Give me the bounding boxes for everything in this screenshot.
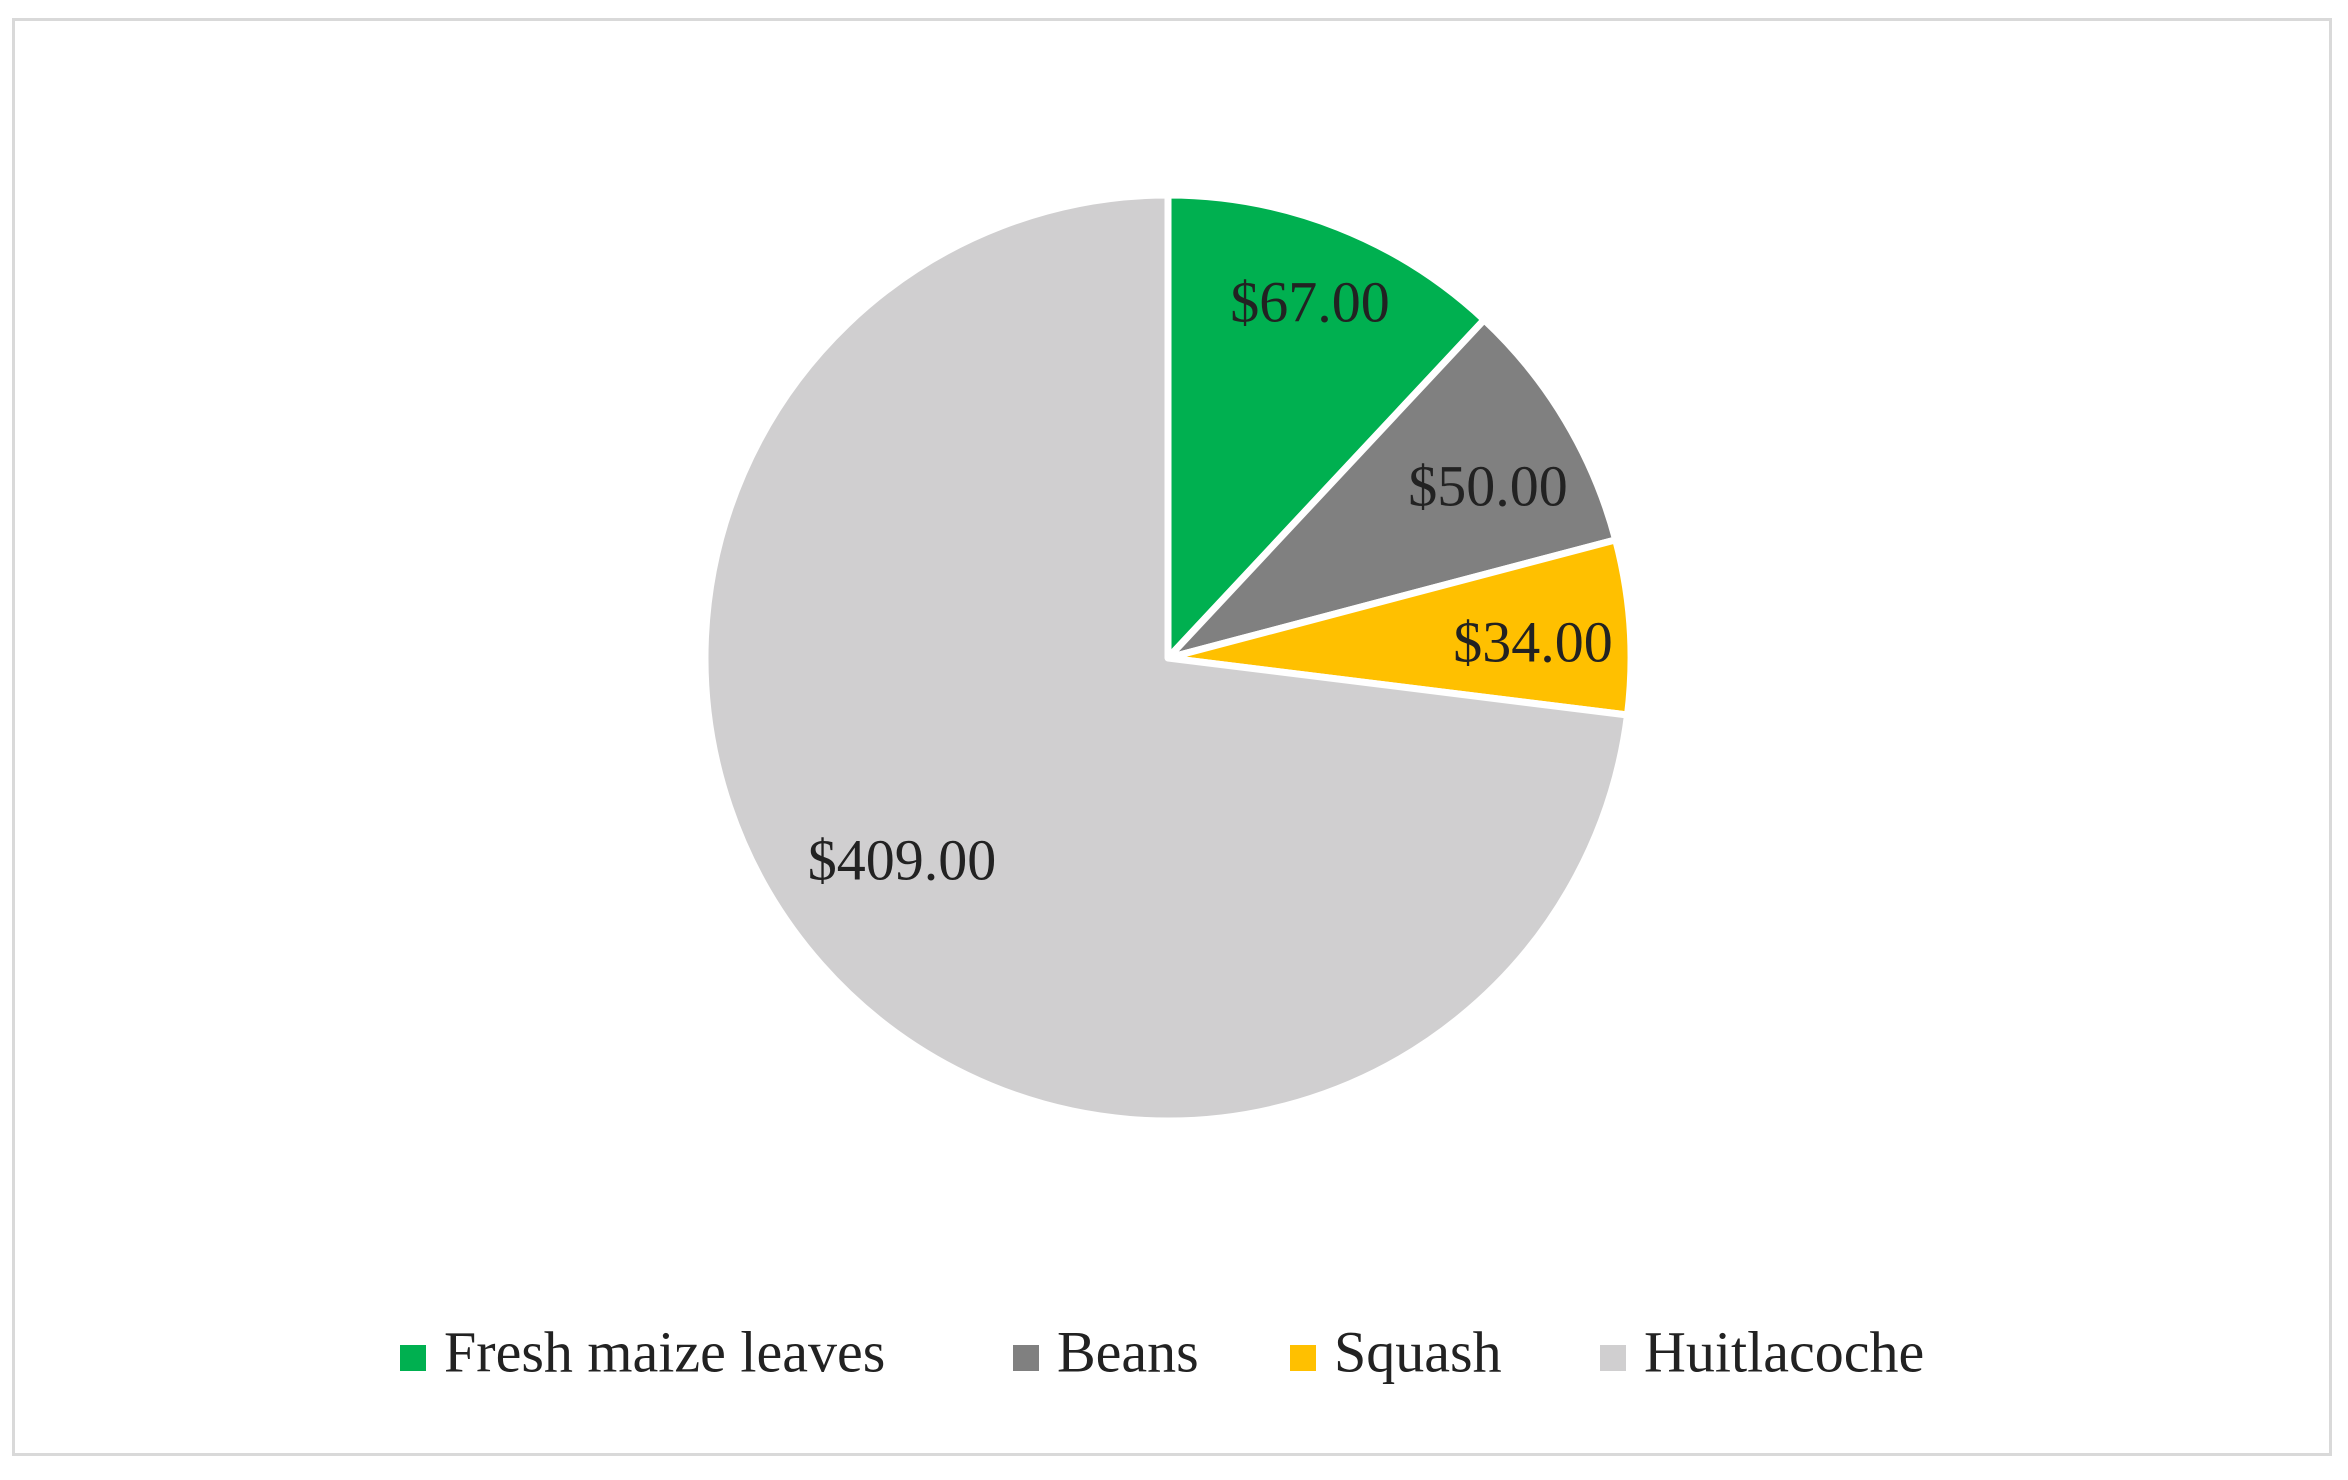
legend-label-squash: Squash bbox=[1334, 1319, 1502, 1384]
legend-swatch-huitlacoche bbox=[1600, 1345, 1626, 1371]
data-label-beans: $50.00 bbox=[1408, 453, 1568, 518]
legend-label-fresh-maize-leaves: Fresh maize leaves bbox=[444, 1319, 885, 1384]
legend: Fresh maize leaves Beans Squash Huitlacoche bbox=[400, 1319, 1924, 1384]
pie-slices bbox=[701, 191, 1635, 1125]
data-label-huitlacoche: $409.00 bbox=[808, 827, 997, 892]
pie-slice-fresh-maize-leaves bbox=[1164, 191, 1488, 662]
legend-item-squash: Squash bbox=[1290, 1319, 1502, 1384]
legend-label-beans: Beans bbox=[1057, 1319, 1199, 1384]
pie-data-labels: $67.00 $50.00 $34.00 $409.00 bbox=[808, 269, 1613, 892]
data-label-fresh-maize-leaves: $67.00 bbox=[1230, 269, 1390, 334]
legend-label-huitlacoche: Huitlacoche bbox=[1644, 1319, 1924, 1384]
data-label-squash: $34.00 bbox=[1453, 609, 1613, 674]
legend-swatch-squash bbox=[1290, 1345, 1316, 1371]
pie-slice-beans bbox=[1164, 316, 1620, 662]
legend-swatch-beans bbox=[1013, 1345, 1039, 1371]
legend-item-fresh-maize-leaves: Fresh maize leaves bbox=[400, 1319, 885, 1384]
legend-item-beans: Beans bbox=[1013, 1319, 1199, 1384]
legend-item-huitlacoche: Huitlacoche bbox=[1600, 1319, 1924, 1384]
pie-slice-huitlacoche bbox=[701, 191, 1631, 1125]
legend-swatch-fresh-maize-leaves bbox=[400, 1345, 426, 1371]
